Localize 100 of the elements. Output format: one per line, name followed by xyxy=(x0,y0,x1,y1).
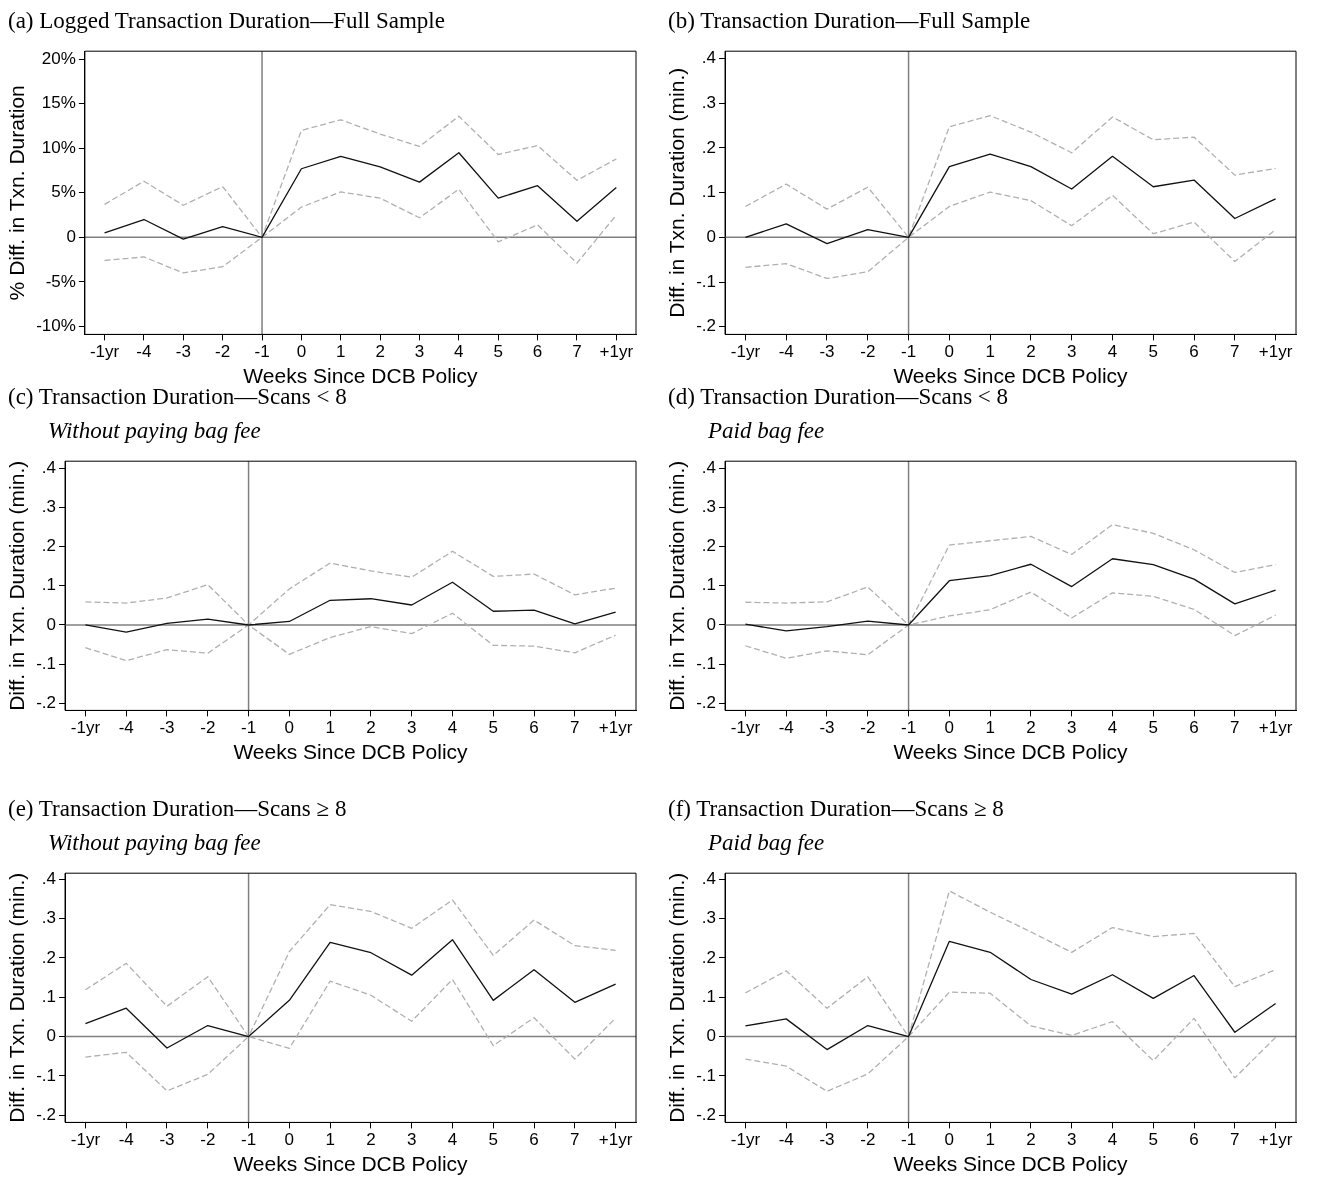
y-axis-title: Diff. in Txn. Duration (min.) xyxy=(5,872,29,1123)
y-tick-label: -.1 xyxy=(36,653,57,673)
x-tick-label: -3 xyxy=(175,342,191,362)
x-tick-label: 0 xyxy=(284,1130,295,1150)
x-tick-label: 5 xyxy=(488,1130,498,1150)
x-tick-label: 0 xyxy=(284,718,295,738)
x-axis-title: Weeks Since DCB Policy xyxy=(893,1152,1129,1176)
x-tick-label: 4 xyxy=(447,1130,458,1150)
y-tick-label: 0 xyxy=(46,1026,57,1046)
y-tick-label: .1 xyxy=(41,575,57,595)
x-tick-label: 3 xyxy=(406,718,417,738)
y-tick-label: -.1 xyxy=(36,1065,57,1085)
x-tick-label: -2 xyxy=(860,718,876,738)
y-tick-label: -.1 xyxy=(696,271,717,291)
x-tick-label: 7 xyxy=(570,718,580,738)
y-tick-label: .1 xyxy=(701,986,717,1006)
y-tick-label: .4 xyxy=(701,48,717,68)
y-tick-label: 15% xyxy=(41,93,76,113)
y-tick-label: .4 xyxy=(41,457,57,477)
x-tick-label: 5 xyxy=(1148,718,1158,738)
x-tick-label: -4 xyxy=(136,342,152,362)
x-tick-label: 6 xyxy=(1189,1130,1199,1150)
x-tick-label: -1 xyxy=(901,718,917,738)
chart-title: (b) Transaction Duration—Full Sample xyxy=(667,7,1032,35)
x-tick-label: +1yr xyxy=(1258,718,1293,738)
x-tick-label: -3 xyxy=(819,718,835,738)
y-tick-label: 20% xyxy=(41,48,76,68)
x-tick-label: -4 xyxy=(778,718,794,738)
x-axis-title: Weeks Since DCB Policy xyxy=(233,740,469,764)
y-tick-label: -.2 xyxy=(696,693,717,713)
y-tick-label: 0 xyxy=(706,1026,717,1046)
y-axis-title: Diff. in Txn. Duration (min.) xyxy=(665,872,689,1123)
x-tick-label: 2 xyxy=(366,718,376,738)
x-tick-label: -1 xyxy=(241,718,257,738)
y-tick-label: .2 xyxy=(701,947,717,967)
x-tick-label: -1 xyxy=(901,342,917,362)
y-tick-label: -.2 xyxy=(36,1105,57,1124)
x-tick-label: -3 xyxy=(819,342,835,362)
chart-subtitle: Without paying bag fee xyxy=(47,417,262,445)
x-tick-label: -2 xyxy=(860,342,876,362)
x-tick-label: 6 xyxy=(1189,342,1199,362)
x-tick-label: -1yr xyxy=(89,342,120,362)
y-tick-label: .3 xyxy=(41,908,57,928)
x-tick-label: 6 xyxy=(532,342,543,362)
x-tick-label: -1 xyxy=(241,1130,257,1150)
y-tick-label: 0 xyxy=(706,614,717,634)
y-tick-label: .3 xyxy=(701,92,717,112)
y-axis-title: Diff. in Txn. Duration (min.) xyxy=(665,460,689,711)
x-tick-label: 6 xyxy=(529,718,539,738)
x-tick-label: 1 xyxy=(985,718,995,738)
chart-title: (e) Transaction Duration—Scans ≥ 8 xyxy=(7,795,348,823)
x-tick-label: 4 xyxy=(1107,1130,1118,1150)
x-tick-label: -2 xyxy=(200,718,216,738)
x-tick-label: -1yr xyxy=(70,718,101,738)
x-axis-title: Weeks Since DCB Policy xyxy=(893,740,1129,764)
x-tick-label: 1 xyxy=(325,718,335,738)
y-axis-title: % Diff. in Txn. Duration xyxy=(5,85,29,301)
line-series xyxy=(744,591,1277,659)
line-series xyxy=(744,114,1277,238)
x-tick-label: 2 xyxy=(1026,718,1036,738)
line-series xyxy=(84,899,617,1038)
y-tick-label: .2 xyxy=(41,536,57,556)
x-tick-label: -2 xyxy=(215,342,231,362)
x-tick-label: 4 xyxy=(454,342,464,362)
chart-title: (f) Transaction Duration—Scans ≥ 8 xyxy=(667,795,1005,823)
x-tick-label: -4 xyxy=(118,1130,134,1150)
line-series xyxy=(744,524,1277,626)
line-series xyxy=(84,978,617,1092)
y-tick-label: .1 xyxy=(41,986,57,1006)
y-tick-label: -.2 xyxy=(36,693,57,713)
x-tick-label: +1yr xyxy=(1258,1130,1293,1150)
x-tick-label: 0 xyxy=(944,342,955,362)
y-axis-title: Diff. in Txn. Duration (min.) xyxy=(665,67,689,318)
y-tick-label: .1 xyxy=(701,182,717,202)
y-tick-label: .3 xyxy=(701,908,717,928)
x-tick-label: 6 xyxy=(1189,718,1199,738)
y-tick-label: 10% xyxy=(41,137,76,157)
x-tick-label: 3 xyxy=(406,1130,417,1150)
chart-subtitle: Paid bag fee xyxy=(707,417,826,445)
x-tick-label: -2 xyxy=(860,1130,876,1150)
x-tick-label: -3 xyxy=(819,1130,835,1150)
x-tick-label: -4 xyxy=(778,342,794,362)
y-tick-label: 0 xyxy=(46,614,57,634)
x-tick-label: +1yr xyxy=(598,718,633,738)
x-tick-label: -1 xyxy=(254,342,270,362)
chart-subtitle: Without paying bag fee xyxy=(47,829,262,857)
x-tick-label: 1 xyxy=(985,342,995,362)
x-tick-label: -3 xyxy=(159,718,175,738)
x-tick-label: 2 xyxy=(366,1130,376,1150)
y-tick-label: -.1 xyxy=(696,1065,717,1085)
x-tick-label: 7 xyxy=(572,342,582,362)
x-axis-title: Weeks Since DCB Policy xyxy=(233,1152,469,1176)
x-tick-label: 5 xyxy=(1148,342,1158,362)
y-tick-label: 5% xyxy=(51,182,76,202)
x-tick-label: 3 xyxy=(414,342,425,362)
x-tick-label: 6 xyxy=(529,1130,539,1150)
y-tick-label: -.2 xyxy=(696,316,717,336)
x-tick-label: -4 xyxy=(778,1130,794,1150)
x-tick-label: 2 xyxy=(1026,1130,1036,1150)
y-tick-label: .4 xyxy=(701,457,717,477)
